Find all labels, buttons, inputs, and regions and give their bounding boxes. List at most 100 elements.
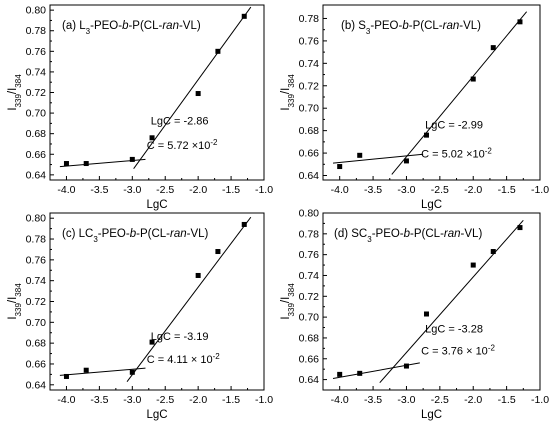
annotation: LgC = -2.99: [425, 119, 483, 131]
x-tick-label: -1.0: [255, 394, 273, 406]
y-tick-label: 0.72: [299, 80, 320, 92]
y-tick-label: 0.66: [299, 353, 320, 365]
data-point: [83, 367, 89, 373]
x-tick-label: -1.0: [531, 184, 549, 196]
x-tick-label: -2.5: [431, 394, 449, 406]
data-point: [490, 249, 496, 255]
y-tick-label: 0.66: [299, 148, 320, 160]
y-axis-label: I339/I384: [280, 283, 296, 320]
y-tick-label: 0.74: [299, 270, 320, 282]
y-tick-label: 0.74: [26, 275, 47, 287]
panel-title: (b) S3-PEO-b-P(CL-ran-VL): [341, 20, 481, 36]
y-tick-label: 0.64: [26, 379, 47, 391]
plot-frame: [322, 4, 541, 181]
x-tick-label: -3.0: [123, 394, 141, 406]
annotation: C = 4.11 × 10-2: [147, 351, 221, 366]
y-tick-label: 0.78: [299, 13, 320, 25]
data-point: [490, 45, 496, 51]
x-tick-label: -4.0: [331, 394, 349, 406]
y-tick-label: 0.68: [26, 338, 47, 350]
y-tick-label: 0.72: [299, 291, 320, 303]
y-tick-label: 0.78: [26, 25, 47, 37]
x-tick-label: -2.5: [431, 184, 449, 196]
data-point: [129, 156, 135, 162]
data-point: [423, 311, 429, 317]
panel-title: (c) LC3-PEO-b-P(CL-ran-VL): [62, 228, 209, 244]
y-tick-label: 0.80: [26, 5, 47, 17]
annotation: C = 5.72 ×10-2: [147, 138, 218, 153]
y-tick-label: 0.72: [26, 296, 47, 308]
y-tick-label: 0.76: [26, 254, 47, 266]
y-tick-label: 0.64: [299, 170, 320, 182]
y-tick-label: 0.80: [299, 208, 320, 220]
x-tick-label: -1.0: [531, 394, 549, 406]
y-tick-label: 0.70: [26, 108, 47, 120]
data-point: [215, 48, 221, 54]
panel-title: (d) SC3-PEO-b-P(CL-ran-VL): [334, 228, 482, 244]
data-point: [215, 249, 221, 255]
x-axis-label: LgC: [146, 199, 167, 211]
x-tick-label: -3.5: [90, 184, 108, 196]
fit-line: [59, 367, 146, 376]
x-tick-label: -3.5: [364, 184, 382, 196]
x-tick-label: -1.5: [498, 394, 516, 406]
y-tick-label: 0.68: [299, 125, 320, 137]
x-tick-label: -3.5: [90, 394, 108, 406]
x-tick-label: -3.0: [123, 184, 141, 196]
x-tick-label: -2.5: [156, 394, 174, 406]
x-tick-label: -2.0: [189, 184, 207, 196]
data-point: [63, 373, 69, 379]
data-point: [195, 91, 201, 97]
y-tick-label: 0.80: [26, 213, 47, 225]
fit-line: [332, 153, 424, 164]
x-tick-label: -1.5: [222, 394, 240, 406]
data-point: [149, 135, 155, 141]
data-point: [337, 164, 343, 170]
data-point: [337, 371, 343, 377]
x-tick-label: -1.5: [498, 184, 516, 196]
x-tick-label: -3.0: [397, 184, 415, 196]
fit-line: [379, 219, 524, 384]
y-tick-label: 0.78: [26, 234, 47, 246]
panel-title: (a) L3-PEO-b-P(CL-ran-VL): [62, 20, 201, 36]
x-tick-label: -4.0: [331, 184, 349, 196]
data-point: [357, 370, 363, 376]
data-point: [241, 221, 247, 227]
data-point: [149, 339, 155, 345]
y-tick-label: 0.76: [299, 249, 320, 261]
x-tick-label: -2.0: [464, 184, 482, 196]
data-point: [83, 161, 89, 167]
data-point: [241, 13, 247, 19]
data-point: [129, 369, 135, 375]
data-point: [403, 158, 409, 164]
chart-panel-0: -4.0 -3.5 -3.0 -2.5 -2.0 -1.5 -1.0 0.64 0.66 0.68…: [7, 4, 273, 211]
x-axis-label: LgC: [421, 199, 442, 211]
annotation: LgC = -2.86: [151, 115, 209, 127]
data-point: [63, 161, 69, 167]
annotation: LgC = -3.19: [151, 331, 209, 343]
y-tick-label: 0.70: [299, 312, 320, 324]
chart-panel-2: -4.0 -3.5 -3.0 -2.5 -2.0 -1.5 -1.0 0.64 0.66 0.68…: [7, 212, 273, 421]
x-axis-label: LgC: [421, 409, 442, 421]
x-tick-label: -1.5: [222, 184, 240, 196]
annotation: C = 5.02 ×10-2: [421, 146, 492, 161]
data-point: [470, 262, 476, 268]
y-tick-label: 0.78: [299, 228, 320, 240]
y-tick-label: 0.70: [299, 103, 320, 115]
data-point: [423, 132, 429, 138]
chart-panel-3: -4.0 -3.5 -3.0 -2.5 -2.0 -1.5 -1.0 0.64 0.66 0.68…: [280, 208, 549, 422]
y-axis-label: I339/I384: [280, 74, 296, 111]
y-tick-label: 0.70: [26, 317, 47, 329]
x-axis-label: LgC: [146, 409, 167, 421]
x-tick-label: -2.0: [189, 394, 207, 406]
y-tick-label: 0.76: [26, 46, 47, 58]
y-tick-label: 0.66: [26, 358, 47, 370]
x-tick-label: -4.0: [57, 184, 75, 196]
fit-line: [126, 216, 252, 382]
data-point: [403, 363, 409, 369]
annotation: LgC = -3.28: [425, 324, 483, 336]
y-axis-label: I339/I384: [7, 74, 23, 111]
y-tick-label: 0.76: [299, 35, 320, 47]
